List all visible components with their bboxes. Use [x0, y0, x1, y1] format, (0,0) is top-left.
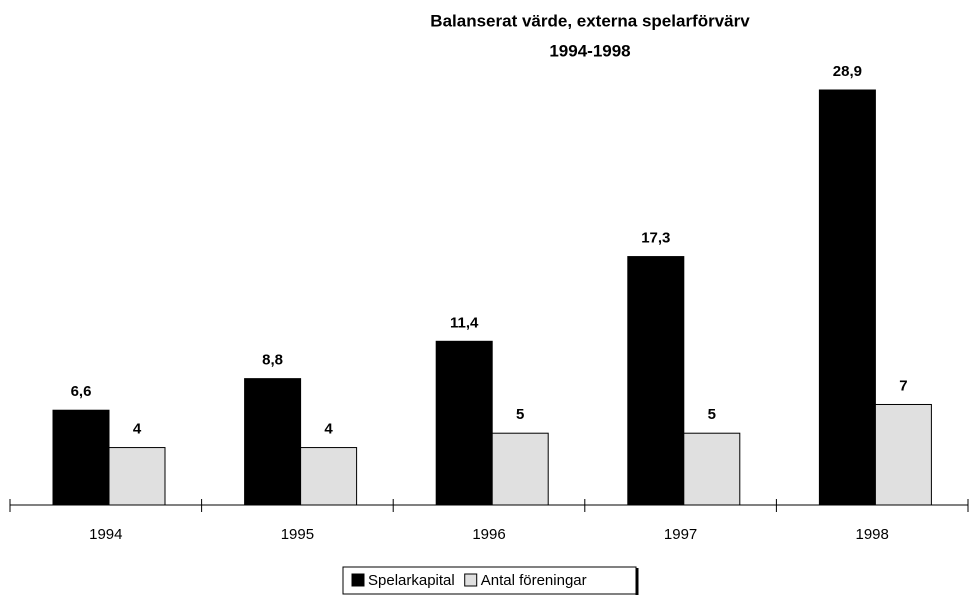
x-tick-label: 1997 — [664, 526, 697, 543]
legend-swatch — [464, 573, 478, 587]
x-tick-label: 1994 — [89, 526, 122, 543]
bar — [435, 340, 493, 506]
value-label: 28,9 — [833, 63, 862, 80]
value-label: 11,4 — [450, 314, 479, 331]
x-tick-label: 1996 — [472, 526, 505, 543]
legend-box — [342, 566, 637, 595]
bar — [818, 89, 876, 506]
bar — [491, 432, 549, 506]
bar — [52, 409, 110, 506]
value-label: 4 — [324, 421, 333, 438]
x-tick-label: 1995 — [281, 526, 314, 543]
value-label: 6,6 — [71, 383, 92, 400]
legend-label: Antal föreningar — [481, 572, 587, 589]
chart-title: 1994-1998 — [549, 41, 630, 60]
bar — [627, 256, 685, 506]
legend-swatch — [351, 573, 365, 587]
value-label: 17,3 — [641, 230, 670, 247]
bar — [683, 432, 741, 506]
legend-label: Spelarkapital — [368, 572, 455, 589]
bar — [244, 378, 302, 506]
value-label: 5 — [516, 406, 524, 423]
value-label: 8,8 — [262, 352, 283, 369]
value-label: 5 — [708, 406, 716, 423]
value-label: 7 — [899, 377, 907, 394]
chart-title: Balanserat värde, externa spelarförvärv — [430, 11, 750, 30]
bar — [300, 447, 358, 506]
bar — [108, 447, 166, 506]
x-tick-label: 1998 — [856, 526, 889, 543]
bar — [874, 403, 932, 506]
value-label: 4 — [133, 421, 142, 438]
